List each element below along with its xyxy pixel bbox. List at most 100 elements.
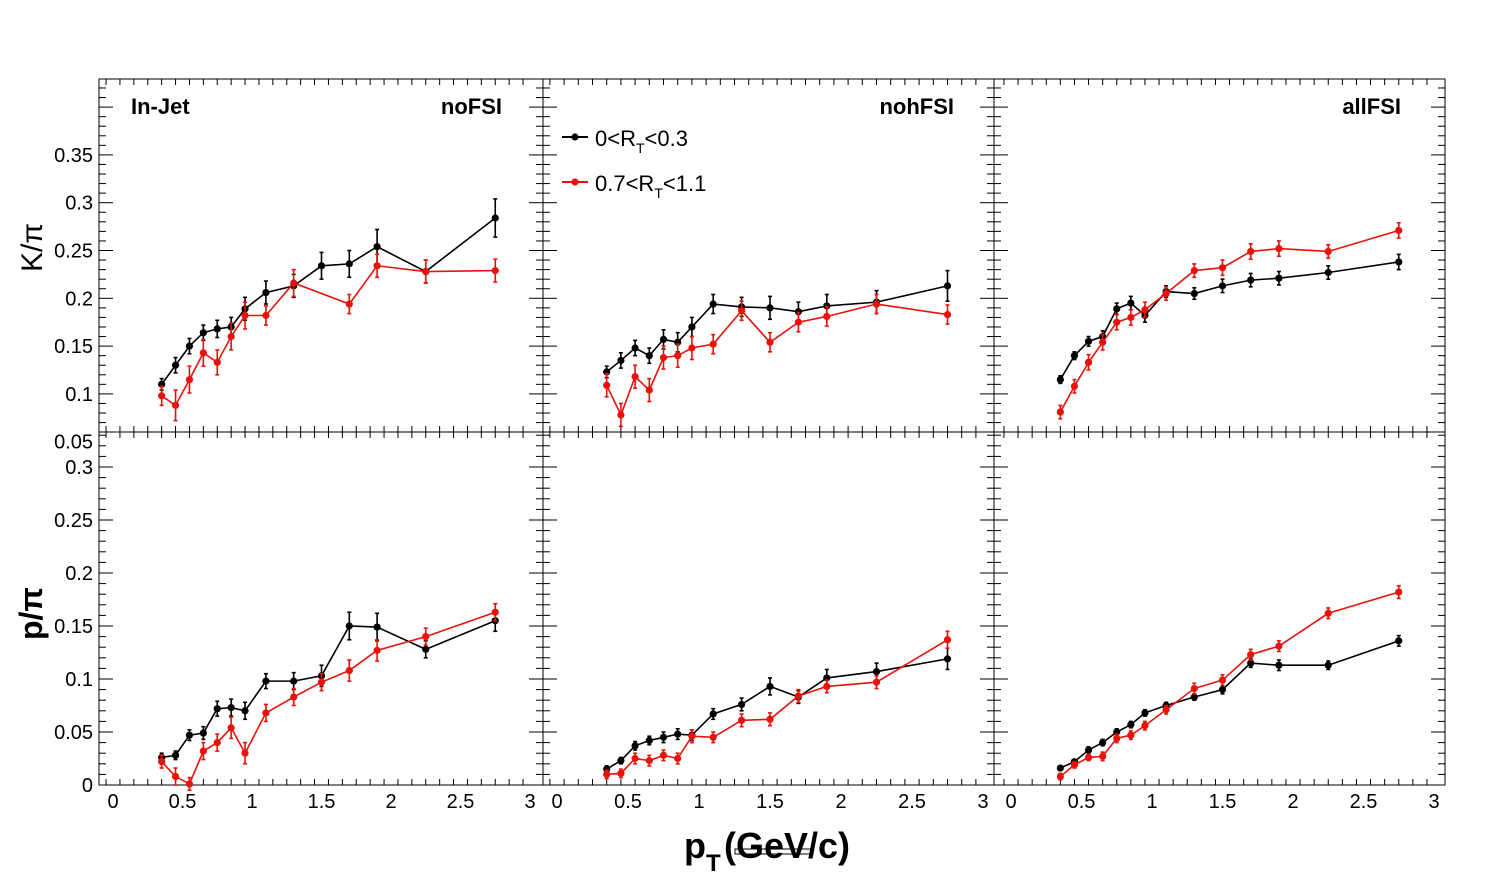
data-point <box>491 608 499 616</box>
data-point <box>1218 686 1227 694</box>
data-point <box>617 769 625 777</box>
x-tick-label: 2 <box>835 791 846 813</box>
series-line <box>606 285 948 373</box>
data-point <box>645 352 653 360</box>
data-point <box>171 751 180 759</box>
data-point <box>1275 642 1283 650</box>
panel-kpi-nohfsi <box>542 78 995 433</box>
panel-ppi-nohfsi: 0 0.5 1 1.5 2 2.5 3 <box>542 431 995 813</box>
data-point <box>1218 676 1227 684</box>
series-black <box>1056 634 1403 772</box>
data-point <box>241 749 249 757</box>
data-point <box>1127 720 1135 729</box>
x-axis-title-unit: (GeV/c) <box>724 825 850 866</box>
data-point <box>1190 289 1198 298</box>
series-line <box>161 611 496 786</box>
data-point <box>199 349 207 357</box>
data-point <box>823 682 831 691</box>
legend-label-black: 0<RT<0.3 <box>595 126 688 156</box>
data-point <box>688 732 696 740</box>
data-point <box>738 700 746 709</box>
data-point <box>213 358 221 366</box>
data-point <box>185 342 194 350</box>
data-point <box>766 682 774 691</box>
data-point <box>1070 761 1079 769</box>
data-point <box>1099 338 1107 346</box>
data-point <box>1084 753 1093 762</box>
data-point <box>1247 651 1255 659</box>
data-point <box>1218 282 1227 290</box>
panel-kpi-allfsi <box>993 78 1446 433</box>
x-tick-label: 2 <box>385 791 396 813</box>
in-jet-label: In-Jet <box>131 94 190 119</box>
data-point <box>1275 274 1283 282</box>
y-axis-title-bottom: p/π <box>13 587 49 640</box>
x-tick-label: 1.5 <box>756 791 784 813</box>
data-point <box>1275 244 1283 253</box>
data-point <box>1084 746 1093 754</box>
data-point <box>631 373 639 381</box>
data-point <box>631 344 639 352</box>
data-point <box>1247 247 1255 256</box>
x-tick-label: 3 <box>524 791 535 813</box>
legend-entry-black: 0<RT<0.3 <box>562 126 688 156</box>
data-point <box>766 715 774 723</box>
data-point <box>943 310 952 319</box>
series-black <box>603 647 952 774</box>
data-point <box>1324 268 1332 277</box>
x-axis-title-bar <box>734 848 813 855</box>
data-point <box>1113 305 1121 313</box>
data-point <box>373 623 381 631</box>
y-tick-label: 0 <box>82 775 93 797</box>
series-black <box>1056 253 1403 385</box>
data-point <box>262 677 270 685</box>
data-point <box>1127 731 1135 739</box>
data-point <box>943 636 952 644</box>
panel-frame <box>993 431 1446 786</box>
data-point <box>645 386 653 394</box>
x-axis-title-sub: T <box>706 850 721 874</box>
legend: 0<RT<0.3 0.7<RT<1.1 <box>562 126 706 201</box>
data-point <box>603 381 611 389</box>
data-point <box>1099 739 1107 747</box>
data-point <box>603 770 611 779</box>
y-tick-label: 0.05 <box>54 432 93 454</box>
data-point <box>1113 318 1121 326</box>
data-point <box>199 747 207 755</box>
data-point <box>1190 693 1198 701</box>
panel-ppi-nofsi: 0 0.05 0.1 0.15 0.2 0.25 0.3 0 0.5 1 1.5 2 2.5 3 <box>54 431 544 813</box>
data-point <box>617 757 625 765</box>
x-tick-label: 1 <box>1146 791 1157 813</box>
data-point <box>823 312 831 321</box>
data-point <box>659 733 668 741</box>
panel-title-nofsi: noFSI <box>441 94 502 119</box>
series-red <box>603 630 952 780</box>
data-point <box>709 300 717 308</box>
data-point <box>171 772 180 781</box>
panel-title-nohfsi: nohFSI <box>879 94 954 119</box>
data-point <box>185 731 194 739</box>
data-point <box>617 411 625 419</box>
data-point <box>1324 609 1332 617</box>
data-point <box>373 243 381 251</box>
legend-marker-red <box>571 178 579 186</box>
data-point <box>373 262 381 270</box>
data-point <box>1084 337 1093 345</box>
data-point <box>1247 276 1255 284</box>
series-red <box>603 293 952 428</box>
data-point <box>943 282 952 290</box>
data-point <box>1084 358 1093 366</box>
series-red <box>1056 584 1403 781</box>
data-point <box>262 311 270 320</box>
data-point <box>1247 659 1255 667</box>
y-tick-label: 0.15 <box>54 336 93 358</box>
x-tick-label: 0.5 <box>169 791 197 813</box>
data-point <box>688 323 696 331</box>
data-point <box>1395 637 1403 645</box>
series-red <box>158 253 499 422</box>
x-tick-label: 3 <box>1428 791 1439 813</box>
data-point <box>1162 289 1170 298</box>
y-tick-label: 0.3 <box>65 193 93 215</box>
data-point <box>317 262 326 270</box>
